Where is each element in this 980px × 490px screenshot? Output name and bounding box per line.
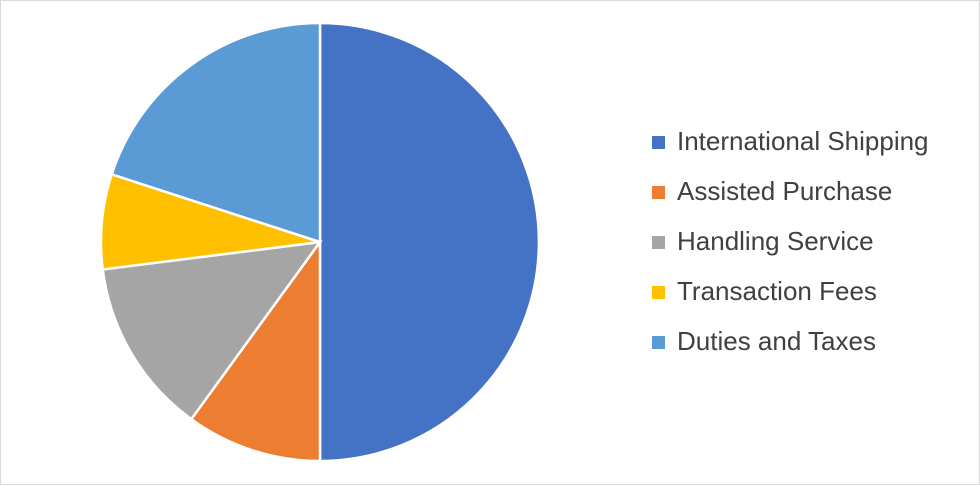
pie-slice	[110, 21, 322, 244]
legend-swatch	[652, 186, 665, 199]
pie-slice	[318, 21, 541, 463]
legend-label: Handling Service	[677, 226, 874, 256]
legend-label: Transaction Fees	[677, 276, 877, 306]
legend-label: Assisted Purchase	[677, 176, 892, 206]
legend-swatch	[652, 236, 665, 249]
legend-swatch	[652, 286, 665, 299]
legend-label: Duties and Taxes	[677, 326, 876, 356]
legend-label: International Shipping	[677, 126, 929, 156]
legend-swatch	[652, 136, 665, 149]
legend-swatch	[652, 336, 665, 349]
pie-slice	[189, 238, 322, 463]
pie-slice	[101, 240, 323, 421]
